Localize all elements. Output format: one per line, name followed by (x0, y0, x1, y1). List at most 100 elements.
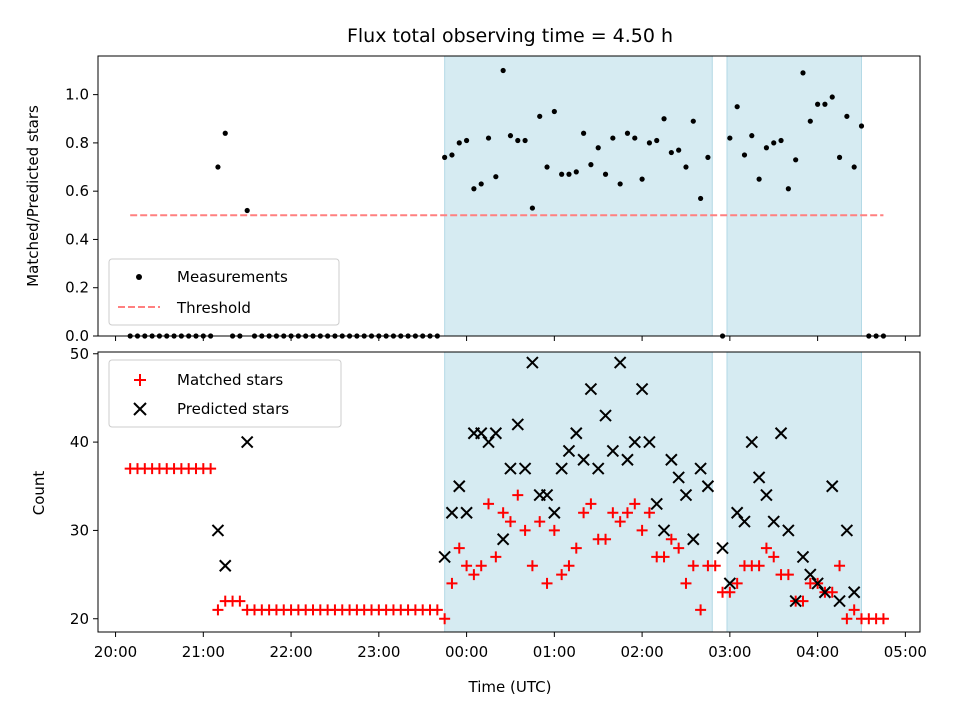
measurement-point (822, 101, 828, 107)
x-tick-label: 22:00 (269, 643, 312, 661)
matched-star-point (841, 613, 853, 625)
measurement-point (602, 171, 609, 177)
measurement-point (719, 333, 726, 339)
matched-star-point (439, 613, 451, 625)
bottom-legend-frame (108, 359, 342, 428)
matched-star-point (753, 560, 765, 572)
measurement-point (434, 333, 440, 339)
matched-star-point (877, 613, 889, 625)
measurement-point (390, 333, 397, 339)
matched-star-point (797, 595, 809, 607)
measurement-point (522, 137, 528, 144)
measurement-point (485, 135, 492, 141)
y-tick-label: 50 (70, 345, 89, 363)
measurement-point (149, 333, 155, 339)
measurement-point (339, 333, 345, 339)
measurement-point (617, 181, 623, 187)
axes-frame (97, 55, 921, 337)
predicted-star-point (818, 586, 832, 599)
measurement-point (456, 140, 462, 146)
measurement-point (763, 145, 770, 151)
measurement-point (537, 113, 543, 119)
matched-star-point (665, 533, 677, 545)
measurement-point (668, 149, 674, 156)
measurement-point (463, 137, 470, 144)
matched-star-point (768, 551, 780, 563)
measurement-point (259, 333, 265, 339)
measurement-point (500, 67, 506, 74)
matched-star-point (614, 516, 626, 528)
y-tick-label: 0.8 (65, 134, 89, 152)
matched-star-point (431, 604, 443, 616)
bottom-panel: 20 30 40 50 20:00 21:00 22:00 23:00 00:00 01:00 02… (70, 345, 927, 661)
predicted-star-point (496, 533, 510, 546)
y-tick-label: 30 (70, 521, 89, 539)
y-tick-label: 0.2 (65, 279, 89, 297)
predicted-star-point (526, 356, 539, 369)
predicted-star-point (643, 435, 656, 449)
predicted-star-point (570, 427, 583, 440)
measurement-point (361, 333, 367, 339)
predicted-star-point (438, 550, 451, 564)
matched-star-point (541, 577, 553, 589)
measurement-point (186, 333, 192, 339)
predicted-star-point (599, 409, 612, 422)
measurement-point (193, 333, 199, 339)
predicted-star-point (628, 435, 641, 449)
matched-star-point (556, 569, 568, 581)
measurement-point (412, 333, 418, 339)
measurement-point (493, 174, 499, 180)
matched-star-point (709, 560, 721, 572)
top-legend: Measurements Threshold (108, 258, 340, 326)
matched-star-point (760, 542, 772, 554)
x-tick-label: 01:00 (533, 643, 576, 661)
predicted-star-point (745, 435, 759, 449)
top-y-axis-label: Matched/Predicted stars (24, 105, 42, 287)
matched-star-point (461, 560, 473, 572)
predicted-star-point (760, 488, 773, 502)
measurement-point (449, 152, 455, 158)
matched-star-point (234, 595, 246, 607)
measurement-point (317, 333, 323, 339)
measurement-point (200, 333, 206, 339)
matched-star-point (504, 516, 516, 528)
x-tick-label: 03:00 (708, 643, 751, 661)
matched-star-point (834, 560, 846, 572)
y-tick-label: 40 (70, 433, 89, 451)
measurement-point (244, 207, 250, 214)
y-tick-label: 1.0 (65, 86, 89, 104)
matched-star-point (629, 498, 641, 510)
measurement-point (383, 333, 389, 339)
x-axis-label: Time (UTC) (468, 678, 552, 696)
measurement-point (303, 333, 309, 339)
predicted-star-point (592, 462, 605, 475)
measurement-point (800, 70, 806, 76)
measurement-point (559, 171, 565, 177)
x-tick-label: 02:00 (620, 643, 663, 661)
matched-star-point (848, 604, 860, 616)
predicted-star-point (475, 427, 488, 440)
measurement-point (676, 147, 682, 153)
predicted-star-point (840, 524, 854, 537)
x-tick-label: 00:00 (445, 643, 488, 661)
predicted-star-point (826, 480, 839, 493)
measurement-point (164, 333, 170, 339)
shaded-interval (726, 55, 862, 337)
predicted-star-point (752, 471, 766, 484)
y-tick-label: 0.4 (65, 230, 89, 248)
measurement-point (332, 333, 338, 339)
predicted-star-point (518, 462, 532, 475)
measurement-point (654, 137, 660, 144)
measurement-point (325, 333, 331, 339)
matched-star-point (826, 586, 838, 598)
measurement-point (632, 135, 638, 141)
matched-star-point (578, 507, 590, 519)
axes-frame (97, 351, 921, 633)
matched-star-point (636, 524, 648, 536)
measurement-point (880, 333, 887, 339)
measurement-point (815, 101, 821, 107)
predicted-star-point (723, 577, 737, 590)
measurement-point (215, 164, 221, 170)
matched-star-point (585, 498, 597, 510)
predicted-star-point (701, 480, 715, 493)
